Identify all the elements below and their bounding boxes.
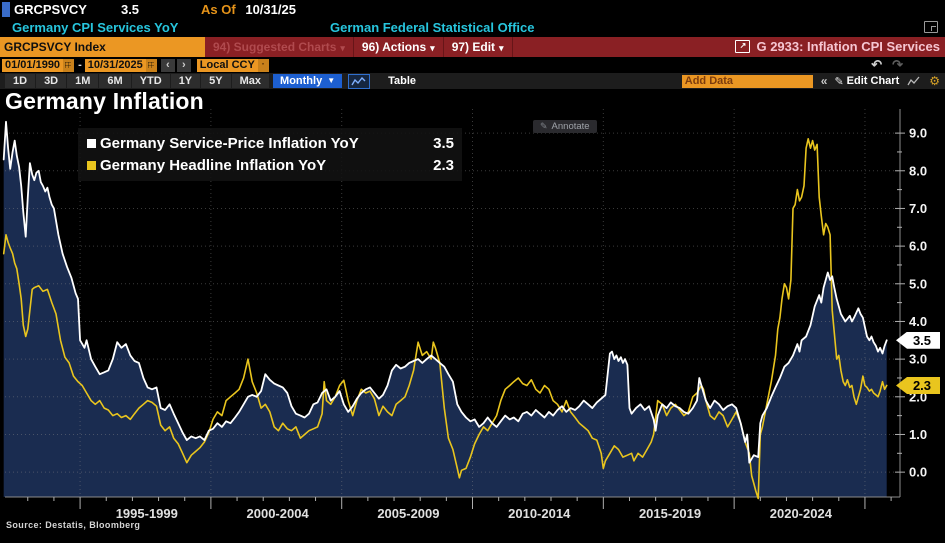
svg-text:4.0: 4.0 [909,314,927,329]
svg-text:1.0: 1.0 [909,427,927,442]
date-range-bar: 01/01/1990 - 10/31/2025 ‹ › Local CCY · … [0,57,945,73]
chevron-down-icon: ▾ [499,43,504,53]
last-value: 3.5 [120,2,140,17]
date-from-input[interactable]: 01/01/1990 [2,58,64,72]
period-3d[interactable]: 3D [36,74,67,88]
chart-legend: Germany Service-Price Inflation YoY 3.5 … [78,128,462,181]
last-price-tag-services: 3.5 [896,331,940,349]
prev-period-button[interactable]: ‹ [160,58,175,72]
calendar-icon[interactable] [63,58,75,72]
menu-edit[interactable]: 97) Edit ▾ [444,37,513,57]
svg-text:3.0: 3.0 [909,352,927,367]
calendar-icon[interactable] [145,58,157,72]
svg-text:2015-2019: 2015-2019 [639,506,701,521]
svg-text:2000-2004: 2000-2004 [247,506,310,521]
line-chart-type-icon[interactable] [348,73,371,89]
pencil-icon: ✎ [540,121,548,131]
collapse-panel-icon[interactable]: « [820,74,828,88]
redo-icon[interactable]: ↷ [892,57,903,72]
svg-text:1995-1999: 1995-1999 [116,506,178,521]
svg-text:7.0: 7.0 [909,201,927,216]
undo-icon[interactable]: ↶ [871,57,883,72]
source-note: Source: Destatis, Bloomberg [6,520,141,530]
legend-value: 3.5 [433,134,454,152]
pencil-icon: ✎ [834,75,844,88]
chart-title: Germany Inflation [5,88,204,114]
period-max[interactable]: Max [231,74,270,88]
legend-value: 2.3 [433,156,454,174]
table-view-button[interactable]: Table [388,75,417,87]
chart-tag-link[interactable]: G 2933: Inflation CPI Services [756,39,940,54]
chevron-down-icon: ▾ [340,43,345,53]
frequency-select[interactable]: Monthly ▼ [273,74,343,88]
currency-select[interactable]: Local CCY [196,58,258,72]
legend-label: Germany Headline Inflation YoY [100,156,327,174]
last-price-tag-headline: 2.3 [896,376,940,394]
as-of-label: As Of [201,2,236,17]
period-ytd[interactable]: YTD [131,74,170,88]
menu-bar: GRCPSVCY Index 94) Suggested Charts ▾ 96)… [0,37,945,57]
chart-settings-icon[interactable] [907,76,921,86]
menu-actions[interactable]: 96) Actions ▾ [354,37,444,57]
svg-text:2010-2014: 2010-2014 [508,506,571,521]
series-swatch-yellow [87,160,96,170]
range-separator: - [78,59,82,71]
series-swatch-white [87,138,96,148]
edit-chart-button[interactable]: Edit Chart [846,75,900,87]
svg-text:2020-2024: 2020-2024 [770,506,833,521]
svg-text:2005-2009: 2005-2009 [377,506,439,521]
menu-suggested-charts[interactable]: 94) Suggested Charts ▾ [205,37,354,57]
titlebar: GRCPSVCY 3.5 As Of 10/31/25 [0,0,945,19]
svg-text:8.0: 8.0 [909,163,927,178]
svg-text:0.0: 0.0 [909,465,927,480]
period-6m[interactable]: 6M [99,74,131,88]
date-to-input[interactable]: 10/31/2025 [84,58,146,72]
ticker-symbol: GRCPSVCY [14,2,87,17]
as-of: As Of 10/31/25 [201,2,296,17]
annotate-button[interactable]: ✎ Annotate [533,120,597,133]
annotate-label: Annotate [551,121,590,132]
security-row: Germany CPI Services YoY German Federal … [0,19,945,36]
period-1d[interactable]: 1D [5,74,36,88]
period-1y[interactable]: 1Y [170,74,201,88]
data-provider: German Federal Statistical Office [330,20,535,35]
chevron-down-icon: ▾ [430,43,435,53]
monitor-icon[interactable] [924,21,938,33]
gear-icon[interactable]: ⚙ [929,74,940,88]
as-of-date: 10/31/25 [245,2,296,17]
security-name: Germany CPI Services YoY [12,20,179,35]
legend-item-services[interactable]: Germany Service-Price Inflation YoY 3.5 [87,132,454,154]
period-5y[interactable]: 5Y [201,74,231,88]
currency-dropdown-icon[interactable]: · [257,58,269,72]
export-icon[interactable]: ↗ [735,40,751,53]
svg-text:5.0: 5.0 [909,276,927,291]
period-1m[interactable]: 1M [67,74,99,88]
svg-text:6.0: 6.0 [909,239,927,254]
next-period-button[interactable]: › [176,58,191,72]
security-color-block [2,2,10,17]
legend-item-headline[interactable]: Germany Headline Inflation YoY 2.3 [87,154,454,176]
chevron-down-icon: ▼ [327,76,336,85]
legend-label: Germany Service-Price Inflation YoY [100,134,359,152]
add-data-input[interactable]: Add Data [681,74,813,88]
svg-text:9.0: 9.0 [909,126,927,141]
toolbar: 1D 3D 1M 6M YTD 1Y 5Y Max Monthly ▼ Tabl… [0,73,945,89]
security-field-input[interactable]: GRCPSVCY Index [0,37,205,57]
